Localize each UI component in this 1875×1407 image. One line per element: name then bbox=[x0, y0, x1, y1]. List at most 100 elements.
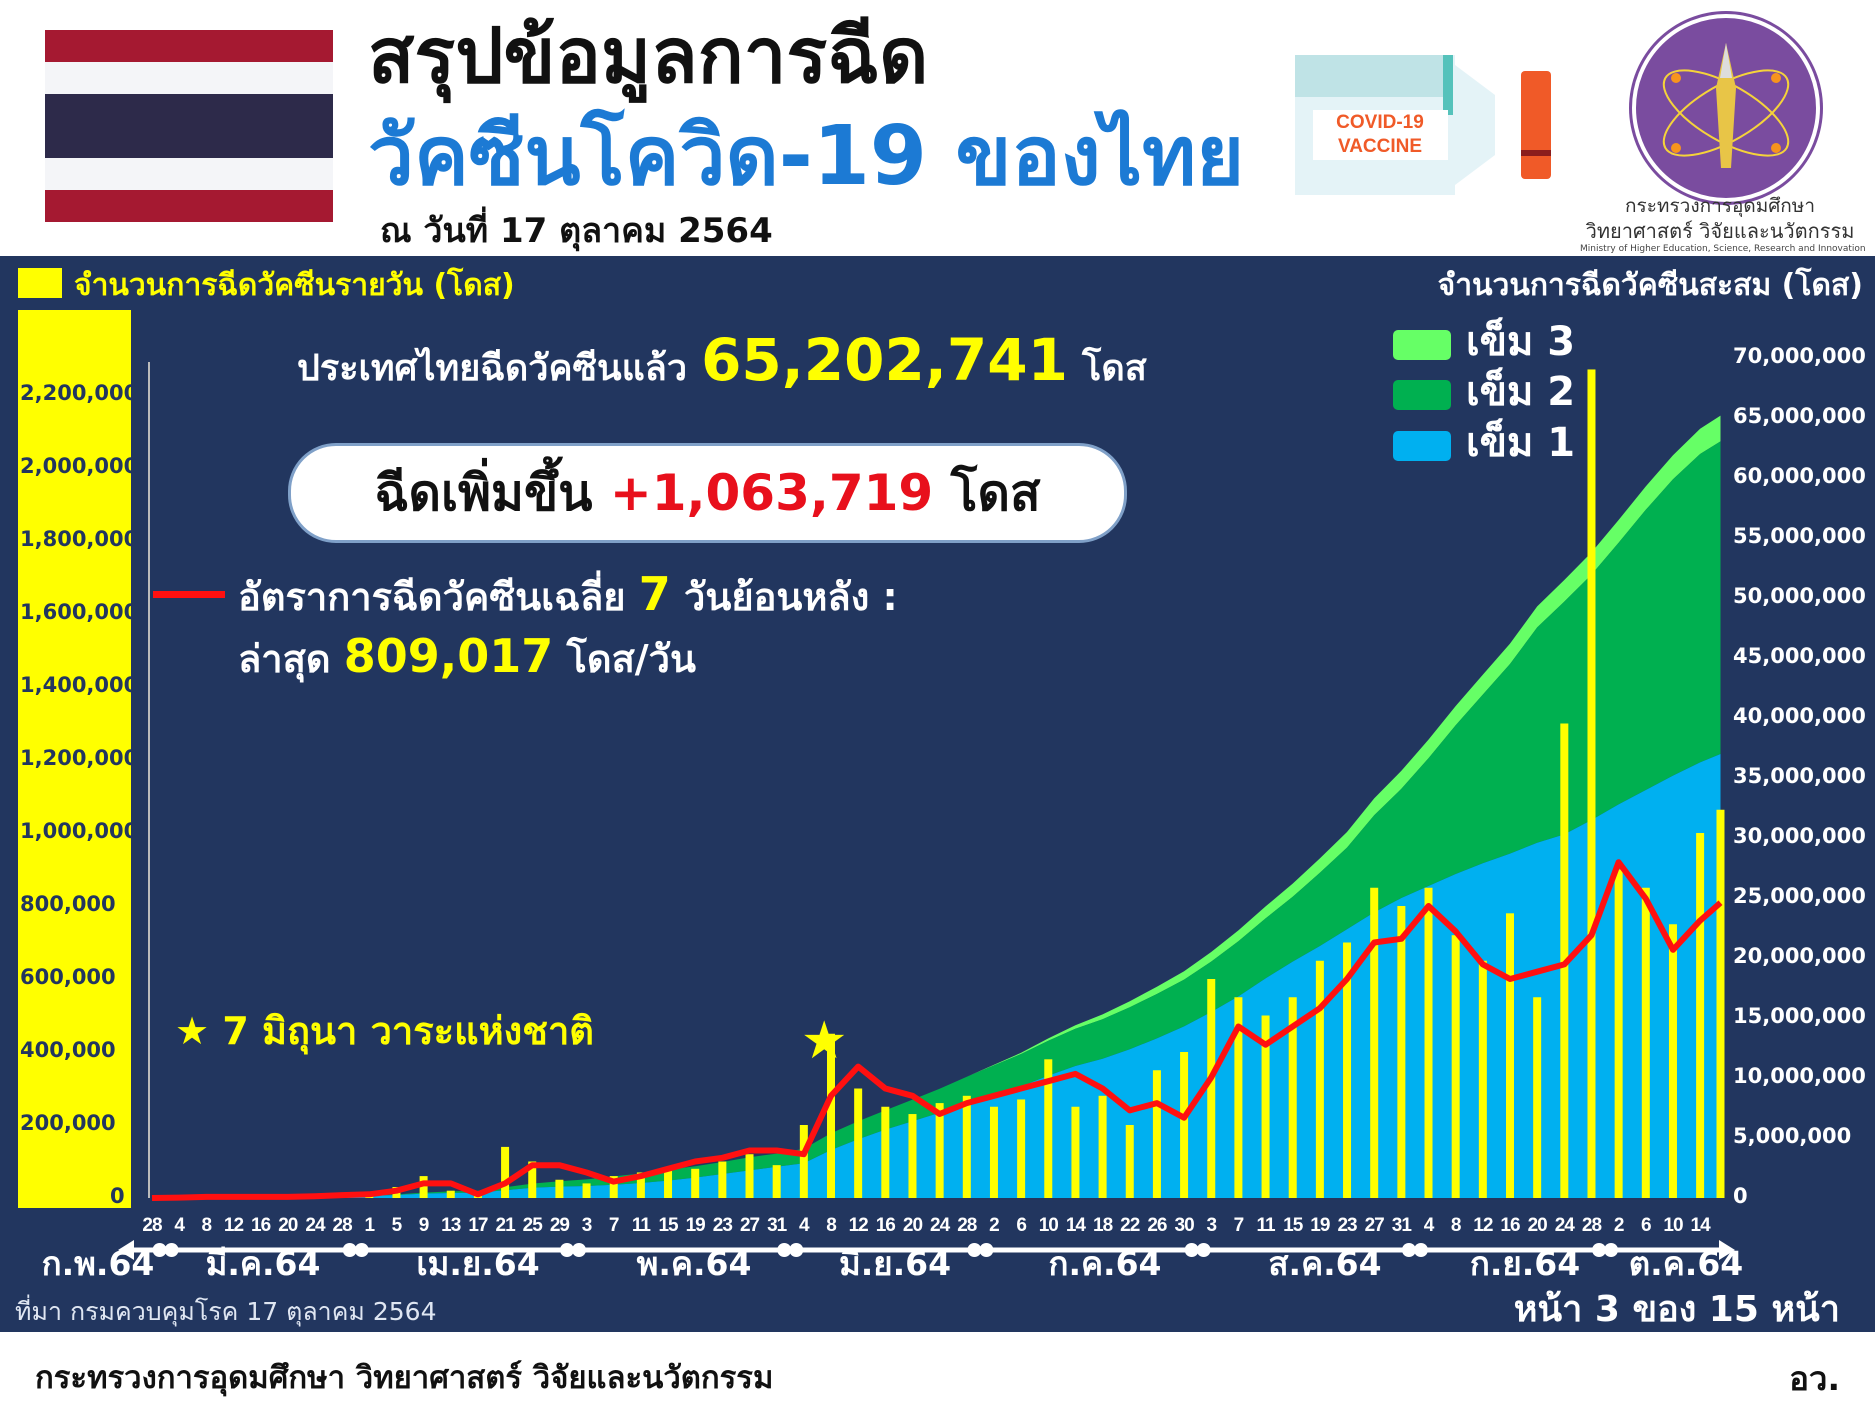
x-tick-label: 7 bbox=[608, 1215, 620, 1236]
report-date: ณ วันที่ 17 ตุลาคม 2564 bbox=[380, 211, 773, 251]
month-boundary-dot bbox=[559, 1243, 574, 1257]
x-tick-label: 16 bbox=[875, 1215, 896, 1236]
x-tick-label: 2 bbox=[989, 1215, 1000, 1236]
area-dose2 bbox=[152, 441, 1721, 1198]
x-tick-label: 20 bbox=[1527, 1215, 1548, 1236]
month-label: มี.ค.64 bbox=[205, 1244, 321, 1283]
daily-bar bbox=[1098, 1095, 1107, 1198]
increase-unit: โดส bbox=[950, 464, 1041, 522]
x-tick-label: 30 bbox=[1174, 1215, 1195, 1236]
month-label: ต.ค.64 bbox=[1628, 1244, 1744, 1283]
daily-bar bbox=[1587, 369, 1596, 1198]
area-dose1 bbox=[152, 754, 1721, 1198]
daily-bar bbox=[1288, 997, 1297, 1198]
avg-7day-line bbox=[151, 859, 1723, 1201]
daily-bar bbox=[1533, 997, 1542, 1198]
month-boundary-dot bbox=[571, 1243, 586, 1257]
left-axis-tick-label: 1,800,000 bbox=[20, 527, 139, 551]
legend-label-dose2: เข็ม 2 bbox=[1466, 369, 1576, 415]
daily-bar bbox=[1234, 997, 1243, 1198]
right-axis-tick-label: 65,000,000 bbox=[1733, 404, 1866, 428]
right-axis-tick-label: 40,000,000 bbox=[1733, 704, 1866, 728]
footer-ministry: กระทรวงการอุดมศึกษา วิทยาศาสตร์ วิจัยและ… bbox=[35, 1360, 774, 1396]
x-tick-label: 26 bbox=[1147, 1215, 1167, 1236]
month-label: ก.ย.64 bbox=[1469, 1244, 1581, 1283]
daily-bar bbox=[1451, 935, 1460, 1198]
x-tick-label: 24 bbox=[305, 1215, 325, 1236]
daily-bar bbox=[1716, 809, 1725, 1198]
daily-bar bbox=[854, 1088, 863, 1198]
total-unit: โดส bbox=[1081, 348, 1147, 389]
star-icon: ★ bbox=[175, 1009, 210, 1053]
x-tick-label: 14 bbox=[1065, 1215, 1086, 1236]
x-tick-label: 21 bbox=[495, 1215, 516, 1236]
right-axis-tick-label: 25,000,000 bbox=[1733, 884, 1866, 908]
daily-bar bbox=[881, 1106, 890, 1198]
daily-bar bbox=[419, 1176, 428, 1198]
left-axis-tick-label: 1,000,000 bbox=[20, 819, 139, 843]
x-tick-label: 15 bbox=[658, 1215, 678, 1236]
daily-bar bbox=[989, 1106, 998, 1198]
month-label: เม.ย.64 bbox=[416, 1244, 540, 1283]
x-tick-label: 25 bbox=[522, 1215, 543, 1236]
x-tick-label: 3 bbox=[1206, 1215, 1217, 1236]
daily-bar bbox=[1370, 887, 1379, 1198]
vaccine-vial-icon: COVID-19 VACCINE bbox=[1295, 55, 1551, 195]
daily-bar bbox=[1152, 1070, 1161, 1198]
x-tick-label: 28 bbox=[142, 1215, 162, 1236]
x-tick-label: 23 bbox=[712, 1215, 733, 1236]
month-boundary-dot bbox=[979, 1243, 994, 1257]
daily-bar bbox=[1641, 887, 1650, 1198]
x-tick-label: 15 bbox=[1283, 1215, 1303, 1236]
daily-bar bbox=[1180, 1052, 1189, 1198]
legend-swatch-dose2 bbox=[1393, 380, 1451, 410]
x-tick-label: 11 bbox=[631, 1215, 651, 1236]
left-axis-tick-label: 600,000 bbox=[20, 965, 116, 989]
x-tick-label: 22 bbox=[1120, 1215, 1140, 1236]
daily-bar bbox=[1071, 1106, 1080, 1198]
daily-bar bbox=[691, 1168, 700, 1198]
left-axis-tick-label: 1,200,000 bbox=[20, 746, 139, 770]
daily-bar bbox=[1044, 1059, 1053, 1198]
month-boundary-dot bbox=[164, 1243, 179, 1257]
right-axis-tick-label: 50,000,000 bbox=[1733, 584, 1866, 608]
x-tick-label: 12 bbox=[1473, 1215, 1493, 1236]
x-tick-label: 14 bbox=[1690, 1215, 1711, 1236]
daily-bar bbox=[528, 1161, 537, 1198]
daily-bar bbox=[1506, 913, 1514, 1198]
right-axis-tick-label: 45,000,000 bbox=[1733, 644, 1866, 668]
increase-value: +1,063,719 bbox=[609, 464, 934, 522]
x-tick-label: 7 bbox=[1233, 1215, 1245, 1236]
x-tick-label: 12 bbox=[848, 1215, 869, 1236]
x-tick-label: 18 bbox=[1093, 1215, 1113, 1236]
daily-bar bbox=[1207, 979, 1216, 1198]
x-tick-label: 11 bbox=[1256, 1215, 1276, 1236]
daily-bar bbox=[609, 1176, 618, 1198]
daily-bar bbox=[1478, 960, 1487, 1198]
daily-legend-swatch bbox=[18, 268, 62, 298]
footer-abbr: อว. bbox=[1789, 1359, 1840, 1398]
thai-flag bbox=[45, 30, 333, 222]
month-boundary-dot bbox=[1604, 1243, 1619, 1257]
left-axis-tick-label: 400,000 bbox=[20, 1038, 116, 1062]
x-tick-label: 20 bbox=[902, 1215, 923, 1236]
daily-bar bbox=[745, 1154, 754, 1198]
daily-bar bbox=[772, 1165, 781, 1198]
latest-unit: โดส/วัน bbox=[566, 637, 696, 681]
x-tick-label: 20 bbox=[278, 1215, 298, 1236]
daily-bar bbox=[446, 1190, 455, 1198]
right-axis-tick-label: 70,000,000 bbox=[1733, 344, 1866, 368]
svg-text:VACCINE: VACCINE bbox=[1338, 136, 1422, 157]
daily-bar bbox=[1668, 924, 1677, 1198]
daily-bar bbox=[935, 1103, 944, 1198]
x-tick-label: 13 bbox=[441, 1215, 461, 1236]
month-boundary-dot bbox=[1196, 1243, 1211, 1257]
latest-label: ล่าสุด bbox=[238, 637, 331, 681]
month-boundary-dot bbox=[354, 1243, 369, 1257]
month-boundary-dot bbox=[152, 1243, 167, 1257]
right-axis-tick-label: 60,000,000 bbox=[1733, 464, 1866, 488]
month-boundary-dot bbox=[342, 1243, 357, 1257]
x-tick-label: 24 bbox=[930, 1215, 950, 1236]
month-boundary-dot bbox=[789, 1243, 804, 1257]
daily-bar bbox=[1125, 1125, 1134, 1198]
